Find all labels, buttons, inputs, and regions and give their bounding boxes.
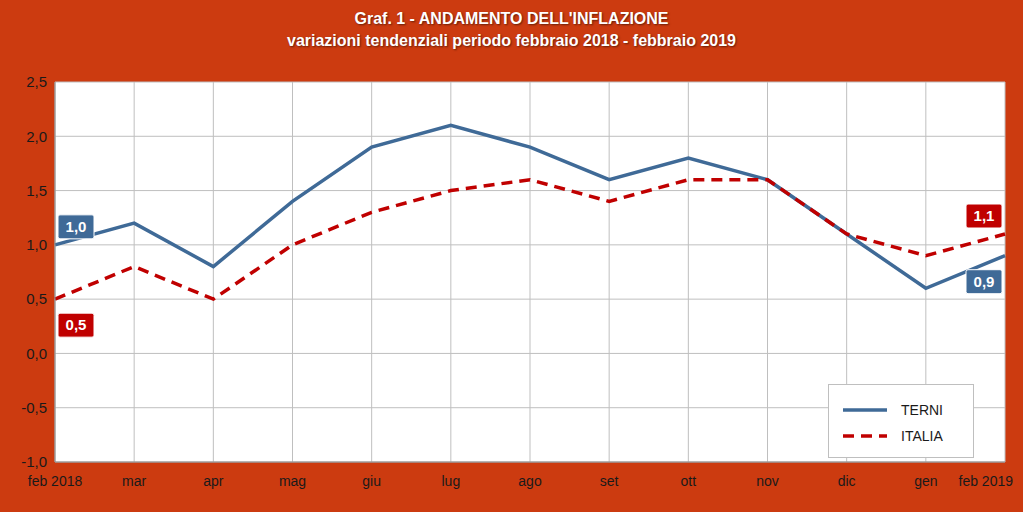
svg-text:lug: lug [441,473,460,489]
html-text:TERNI: TERNI [901,402,943,418]
svg-text:set: set [600,473,619,489]
svg-text:1,1: 1,1 [974,207,995,224]
svg-text:ago: ago [518,473,542,489]
svg-text:0,0: 0,0 [26,345,47,362]
svg-text:giu: giu [362,473,381,489]
svg-text:0,5: 0,5 [66,316,87,333]
svg-text:-0,5: -0,5 [21,399,47,416]
html-text:ITALIA: ITALIA [901,428,943,444]
svg-text:ott: ott [681,473,697,489]
svg-text:1,0: 1,0 [26,236,47,253]
svg-text:0,5: 0,5 [26,290,47,307]
svg-text:feb 2019: feb 2019 [959,473,1014,489]
svg-text:apr: apr [203,473,224,489]
svg-text:1,5: 1,5 [26,182,47,199]
svg-text:mag: mag [279,473,306,489]
svg-text:feb 2018: feb 2018 [28,473,83,489]
svg-text:0,9: 0,9 [974,273,995,290]
svg-text:mar: mar [122,473,146,489]
svg-text:-1,0: -1,0 [21,453,47,470]
svg-text:dic: dic [838,473,856,489]
svg-text:2,0: 2,0 [26,128,47,145]
svg-text:1,0: 1,0 [66,218,87,235]
svg-text:gen: gen [914,473,937,489]
html-text:variazioni tendenziali periodo: variazioni tendenziali periodo febbraio … [287,32,736,49]
html-text:Graf. 1 - ANDAMENTO DELL'INFLA: Graf. 1 - ANDAMENTO DELL'INFLAZIONE [354,10,669,27]
svg-text:2,5: 2,5 [26,73,47,90]
svg-text:nov: nov [756,473,779,489]
